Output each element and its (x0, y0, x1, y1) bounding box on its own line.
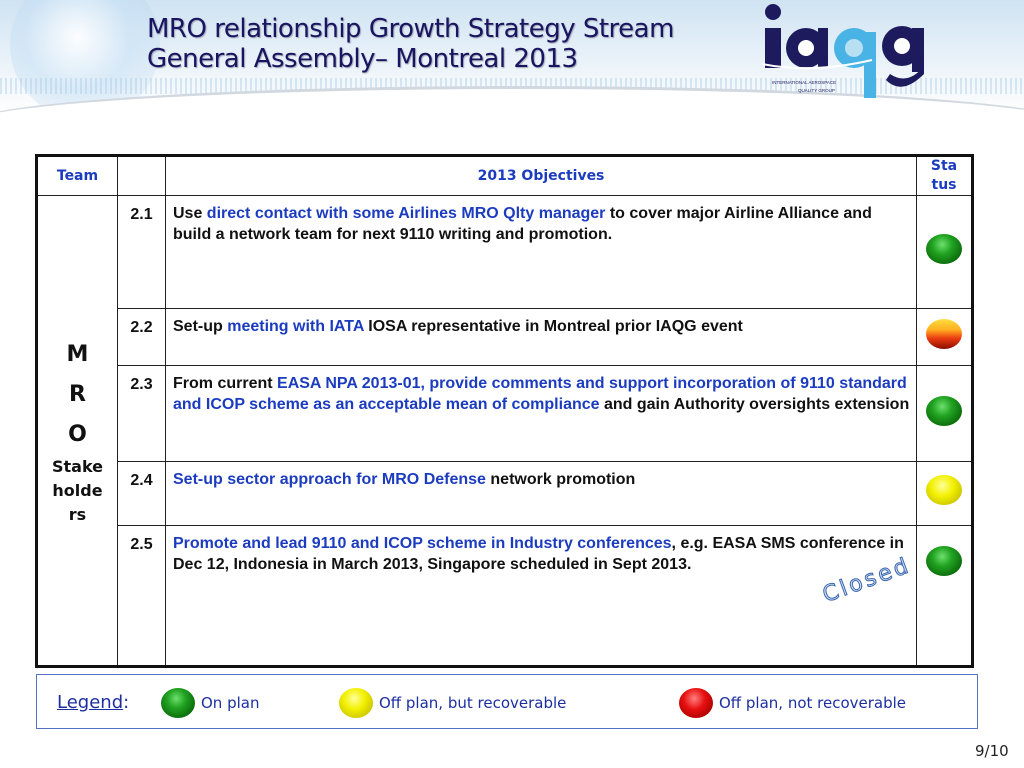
objective-number: 2.4 (117, 461, 166, 526)
orange-red-status-light-icon (926, 319, 962, 349)
svg-text:INTERNATIONAL AEROSPACE: INTERNATIONAL AEROSPACE (772, 80, 836, 85)
legend-label: Legend: (57, 692, 130, 713)
green-status-light-icon (926, 546, 962, 576)
green-status-light-icon (926, 395, 962, 426)
green-status-light-icon (926, 234, 962, 264)
page-title: MRO relationship Growth Strategy Stream … (147, 14, 674, 74)
table-row: 2.4 Set-up sector approach for MRO Defen… (37, 461, 973, 526)
objective-number: 2.5 (117, 525, 166, 667)
objective-number: 2.1 (117, 195, 166, 309)
legend-item-on-plan: On plan (161, 688, 259, 718)
objectives-table: Team 2013 Objectives Sta tus M R O Stake… (35, 154, 974, 668)
status-cell (916, 195, 973, 309)
green-light-icon (161, 688, 195, 718)
title-line-1: MRO relationship Growth Strategy Stream (147, 14, 674, 44)
yellow-light-icon (339, 688, 373, 718)
status-cell (916, 308, 973, 366)
legend-item-off-plan-recoverable: Off plan, but recoverable (339, 688, 566, 718)
status-cell (916, 525, 973, 667)
title-line-2: General Assembly– Montreal 2013 (147, 44, 578, 74)
status-cell (916, 461, 973, 526)
legend-item-off-plan-not-recoverable: Off plan, not recoverable (679, 688, 906, 718)
legend: Legend: On plan Off plan, but recoverabl… (36, 674, 978, 729)
yellow-status-light-icon (926, 475, 962, 505)
table-row: 2.2 Set-up meeting with IATA IOSA repres… (37, 308, 973, 366)
header-objectives: 2013 Objectives (165, 155, 917, 196)
header-number (117, 155, 166, 196)
objective-text: Set-up meeting with IATA IOSA representa… (165, 308, 917, 366)
team-cell: M R O Stake holde rs (36, 195, 118, 667)
objective-text: Promote and lead 9110 and ICOP scheme in… (165, 525, 917, 667)
objective-text: From current EASA NPA 2013-01, provide c… (165, 365, 917, 462)
objective-text: Set-up sector approach for MRO Defense n… (165, 461, 917, 526)
objective-text: Use direct contact with some Airlines MR… (165, 195, 917, 309)
header-team: Team (36, 155, 118, 196)
header-status: Sta tus (916, 155, 973, 196)
red-light-icon (679, 688, 713, 718)
svg-text:QUALITY GROUP: QUALITY GROUP (798, 88, 835, 93)
page-number: 9/10 (975, 742, 1009, 760)
table-row: M R O Stake holde rs 2.1 Use direct cont… (36, 195, 973, 667)
table-row: 2.3 From current EASA NPA 2013-01, provi… (37, 365, 973, 462)
table-row: 2.5 Promote and lead 9110 and ICOP schem… (37, 525, 973, 667)
iaqg-logo: INTERNATIONAL AEROSPACE QUALITY GROUP (762, 4, 924, 98)
status-cell (916, 365, 973, 462)
objective-number: 2.2 (117, 308, 166, 366)
table-header-row: Team 2013 Objectives Sta tus (36, 155, 973, 196)
objective-number: 2.3 (117, 365, 166, 462)
